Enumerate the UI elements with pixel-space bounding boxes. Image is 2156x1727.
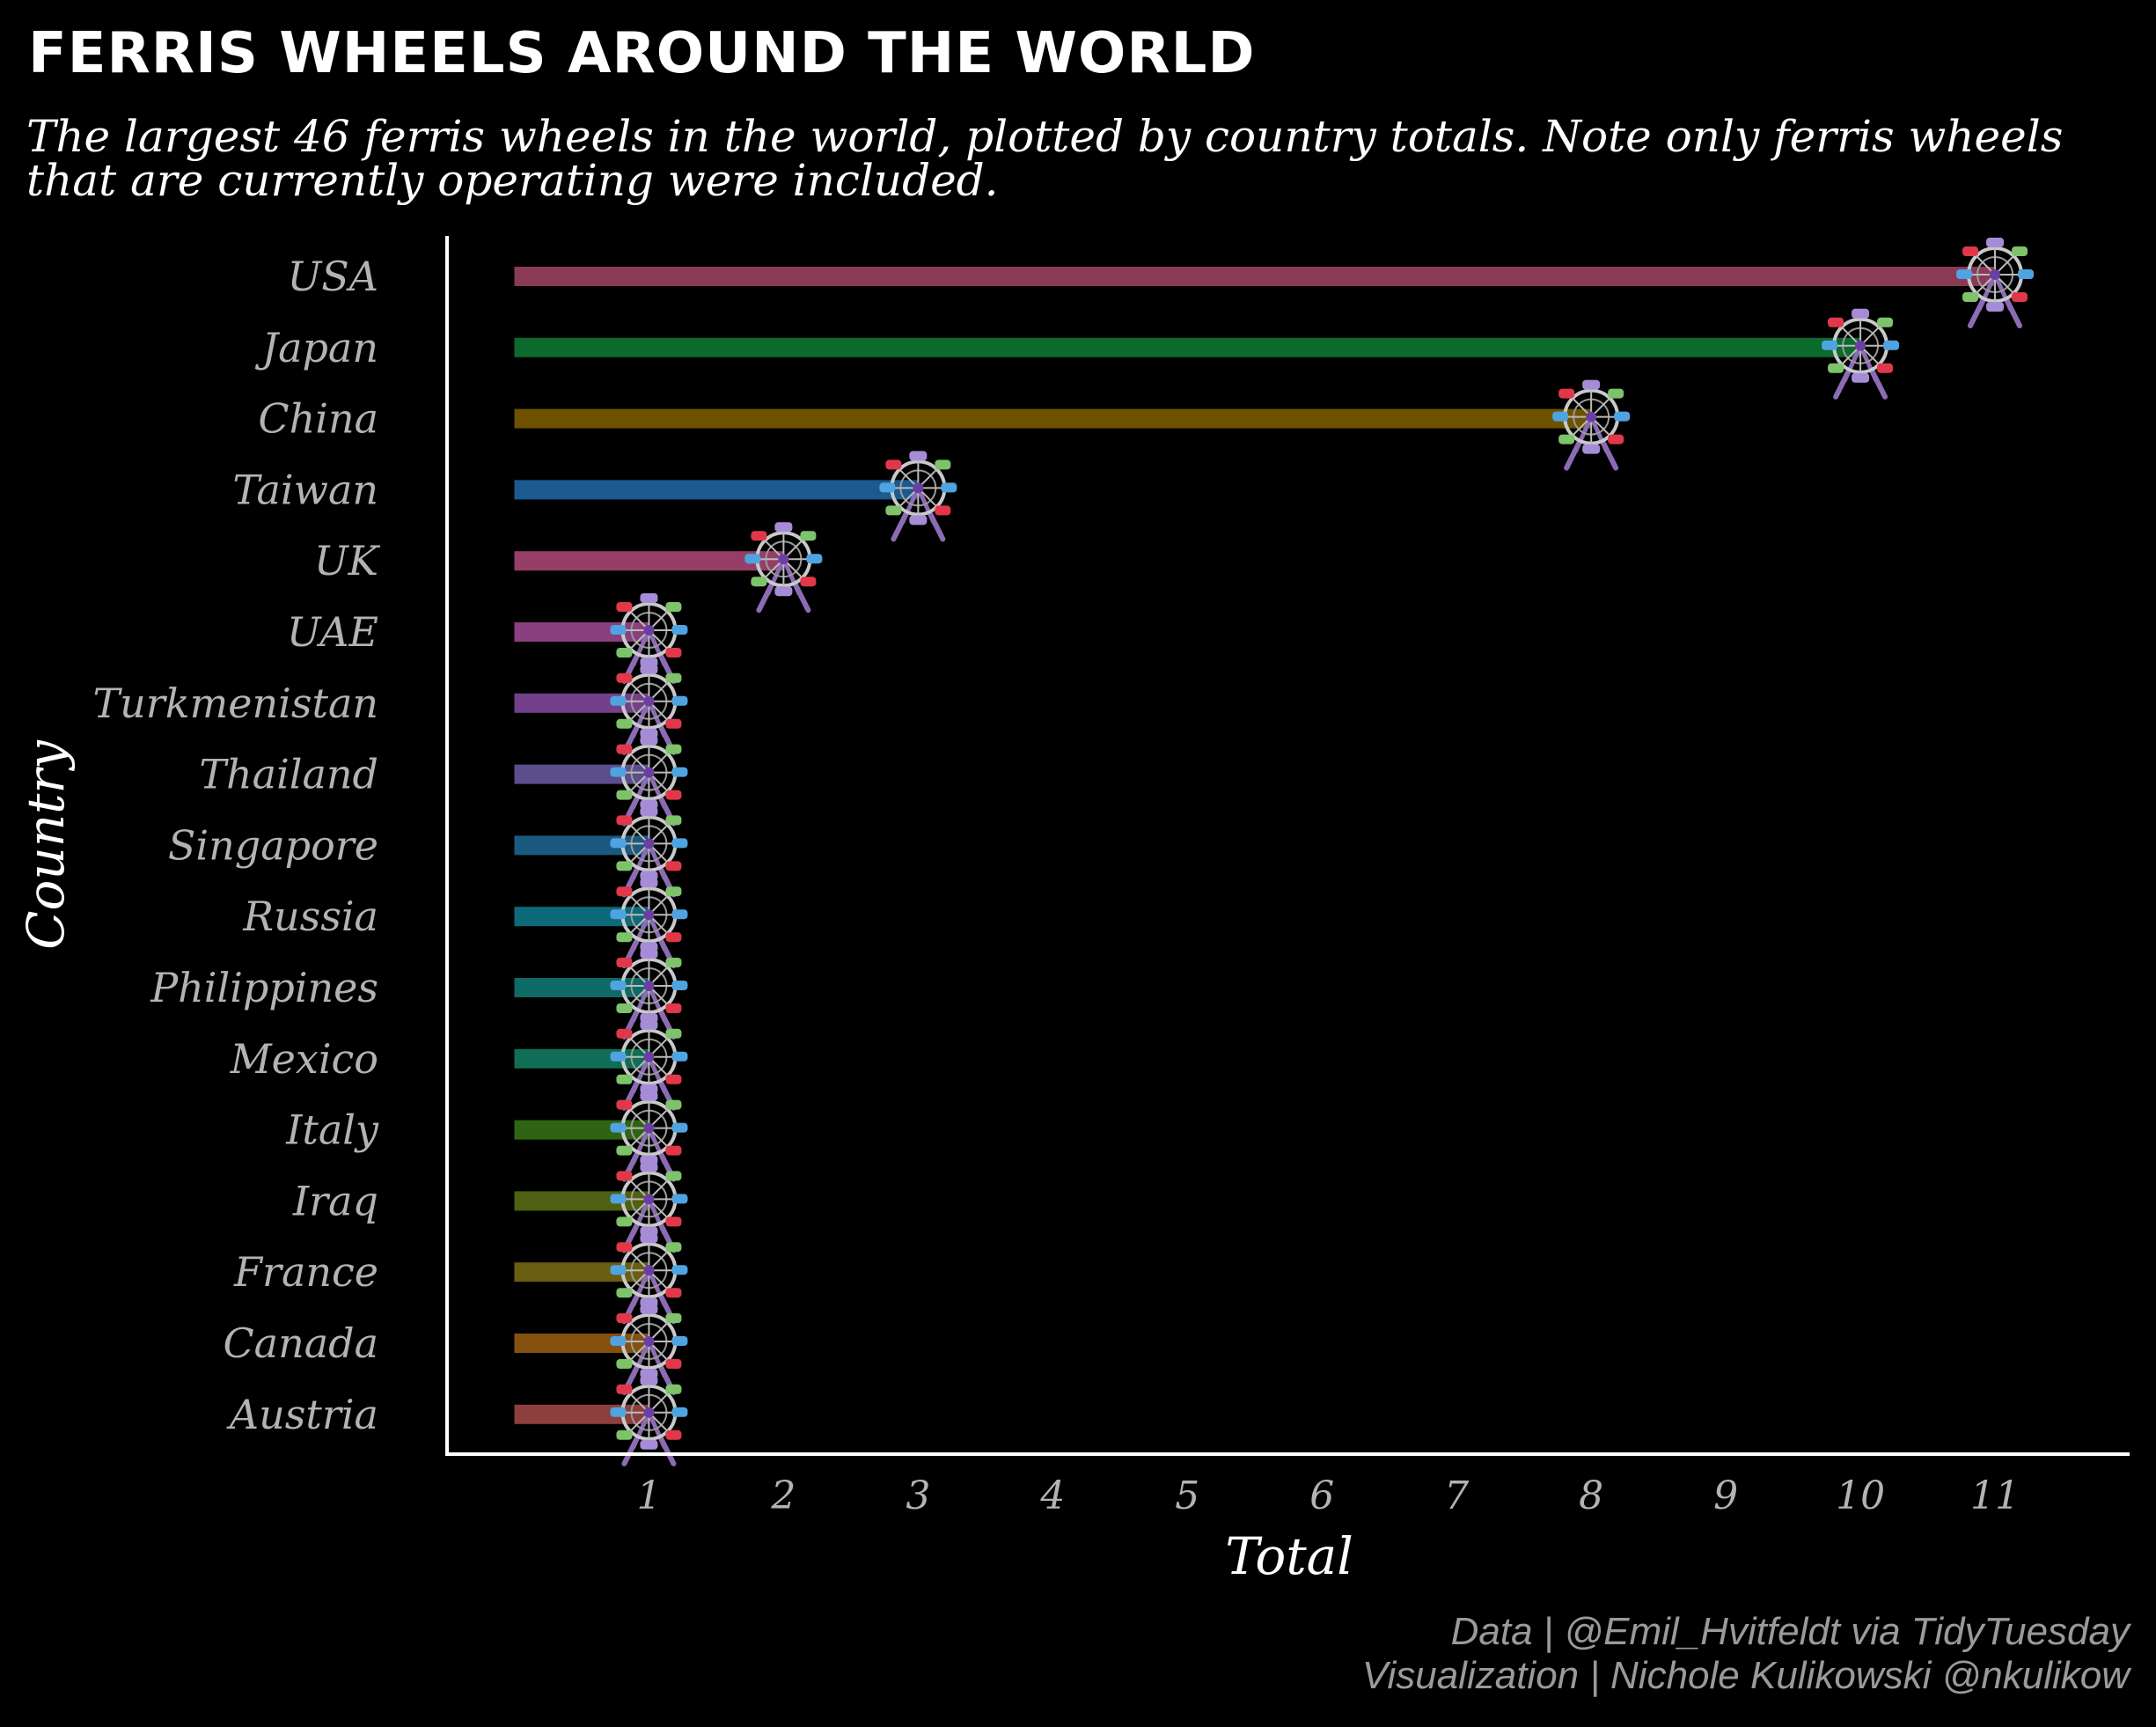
- chart-subtitle-line-1: The largest 46 ferris wheels in the worl…: [26, 111, 2063, 162]
- x-tick-label-5: 5: [1175, 1473, 1199, 1518]
- x-tick-label-8: 8: [1579, 1473, 1603, 1518]
- bar-france: [514, 1262, 649, 1282]
- bar-russia: [514, 907, 649, 927]
- y-tick-label-philippines: Philippines: [150, 964, 378, 1011]
- y-tick-label-thailand: Thailand: [199, 751, 378, 798]
- y-tick-label-turkmenistan: Turkmenistan: [93, 680, 379, 727]
- bar-uae: [514, 622, 649, 642]
- bar-usa: [514, 267, 1996, 286]
- ferris-wheel-icon: [744, 522, 822, 610]
- x-axis-title: Total: [1225, 1526, 1353, 1586]
- bar-mexico: [514, 1048, 649, 1069]
- x-tick-label-11: 11: [1970, 1473, 2020, 1518]
- y-tick-label-uk: UK: [314, 537, 381, 584]
- chart-subtitle-line-2: that are currently operating were includ…: [26, 155, 999, 206]
- ferris-wheel-icon: [879, 451, 957, 539]
- y-tick-label-mexico: Mexico: [230, 1035, 378, 1083]
- bar-thailand: [514, 764, 649, 784]
- y-tick-label-france: France: [233, 1248, 378, 1296]
- chart-title: FERRIS WHEELS AROUND THE WORLD: [28, 21, 1256, 86]
- y-axis-title: Country: [16, 739, 76, 950]
- ferris-wheel-icon: [1956, 238, 2034, 326]
- y-tick-label-uae: UAE: [287, 608, 378, 656]
- y-tick-label-china: China: [258, 395, 378, 443]
- bar-taiwan: [514, 480, 919, 500]
- x-tick-labels: 1 2 3 4 5 6 7 8 9 10 11: [636, 1473, 2020, 1518]
- x-tick-label-1: 1: [636, 1473, 661, 1518]
- ferris-wheel-icon: [610, 1376, 687, 1464]
- x-tick-label-7: 7: [1444, 1473, 1469, 1518]
- y-tick-label-russia: Russia: [242, 893, 378, 940]
- y-tick-label-usa: USA: [288, 253, 379, 300]
- bar-iraq: [514, 1191, 649, 1211]
- y-tick-labels: USA Japan China Taiwan UK UAE Turkmenistan Thai…: [93, 253, 381, 1438]
- bar-japan: [514, 337, 1861, 357]
- caption-data-source: Data | @Emil_Hvitfeldt via TidyTuesday: [1451, 1610, 2132, 1653]
- bar-italy: [514, 1120, 649, 1140]
- bar-austria: [514, 1404, 649, 1424]
- y-tick-label-canada: Canada: [223, 1319, 378, 1367]
- x-tick-label-4: 4: [1039, 1473, 1065, 1518]
- x-tick-label-3: 3: [906, 1473, 930, 1518]
- bars-layer: [514, 267, 1996, 1424]
- bar-philippines: [514, 978, 649, 997]
- bar-china: [514, 408, 1592, 429]
- bar-canada: [514, 1334, 649, 1353]
- y-tick-label-singapore: Singapore: [168, 821, 378, 869]
- y-tick-label-japan: Japan: [255, 324, 378, 371]
- x-tick-label-6: 6: [1309, 1473, 1334, 1518]
- x-tick-label-10: 10: [1836, 1473, 1885, 1518]
- bar-turkmenistan: [514, 693, 649, 713]
- y-tick-label-iraq: Iraq: [292, 1177, 378, 1224]
- bar-singapore: [514, 835, 649, 856]
- caption-visualization-credit: Visualization | Nichole Kulikowski @nkul…: [1362, 1654, 2132, 1697]
- y-tick-label-austria: Austria: [226, 1391, 378, 1438]
- x-tick-label-9: 9: [1713, 1473, 1738, 1518]
- x-tick-label-2: 2: [770, 1473, 796, 1518]
- y-tick-label-taiwan: Taiwan: [232, 466, 378, 513]
- y-tick-label-italy: Italy: [285, 1106, 379, 1154]
- ferris-wheel-icon: [1552, 380, 1630, 468]
- ferris-wheel-icon: [1822, 309, 1899, 397]
- bar-uk: [514, 551, 784, 571]
